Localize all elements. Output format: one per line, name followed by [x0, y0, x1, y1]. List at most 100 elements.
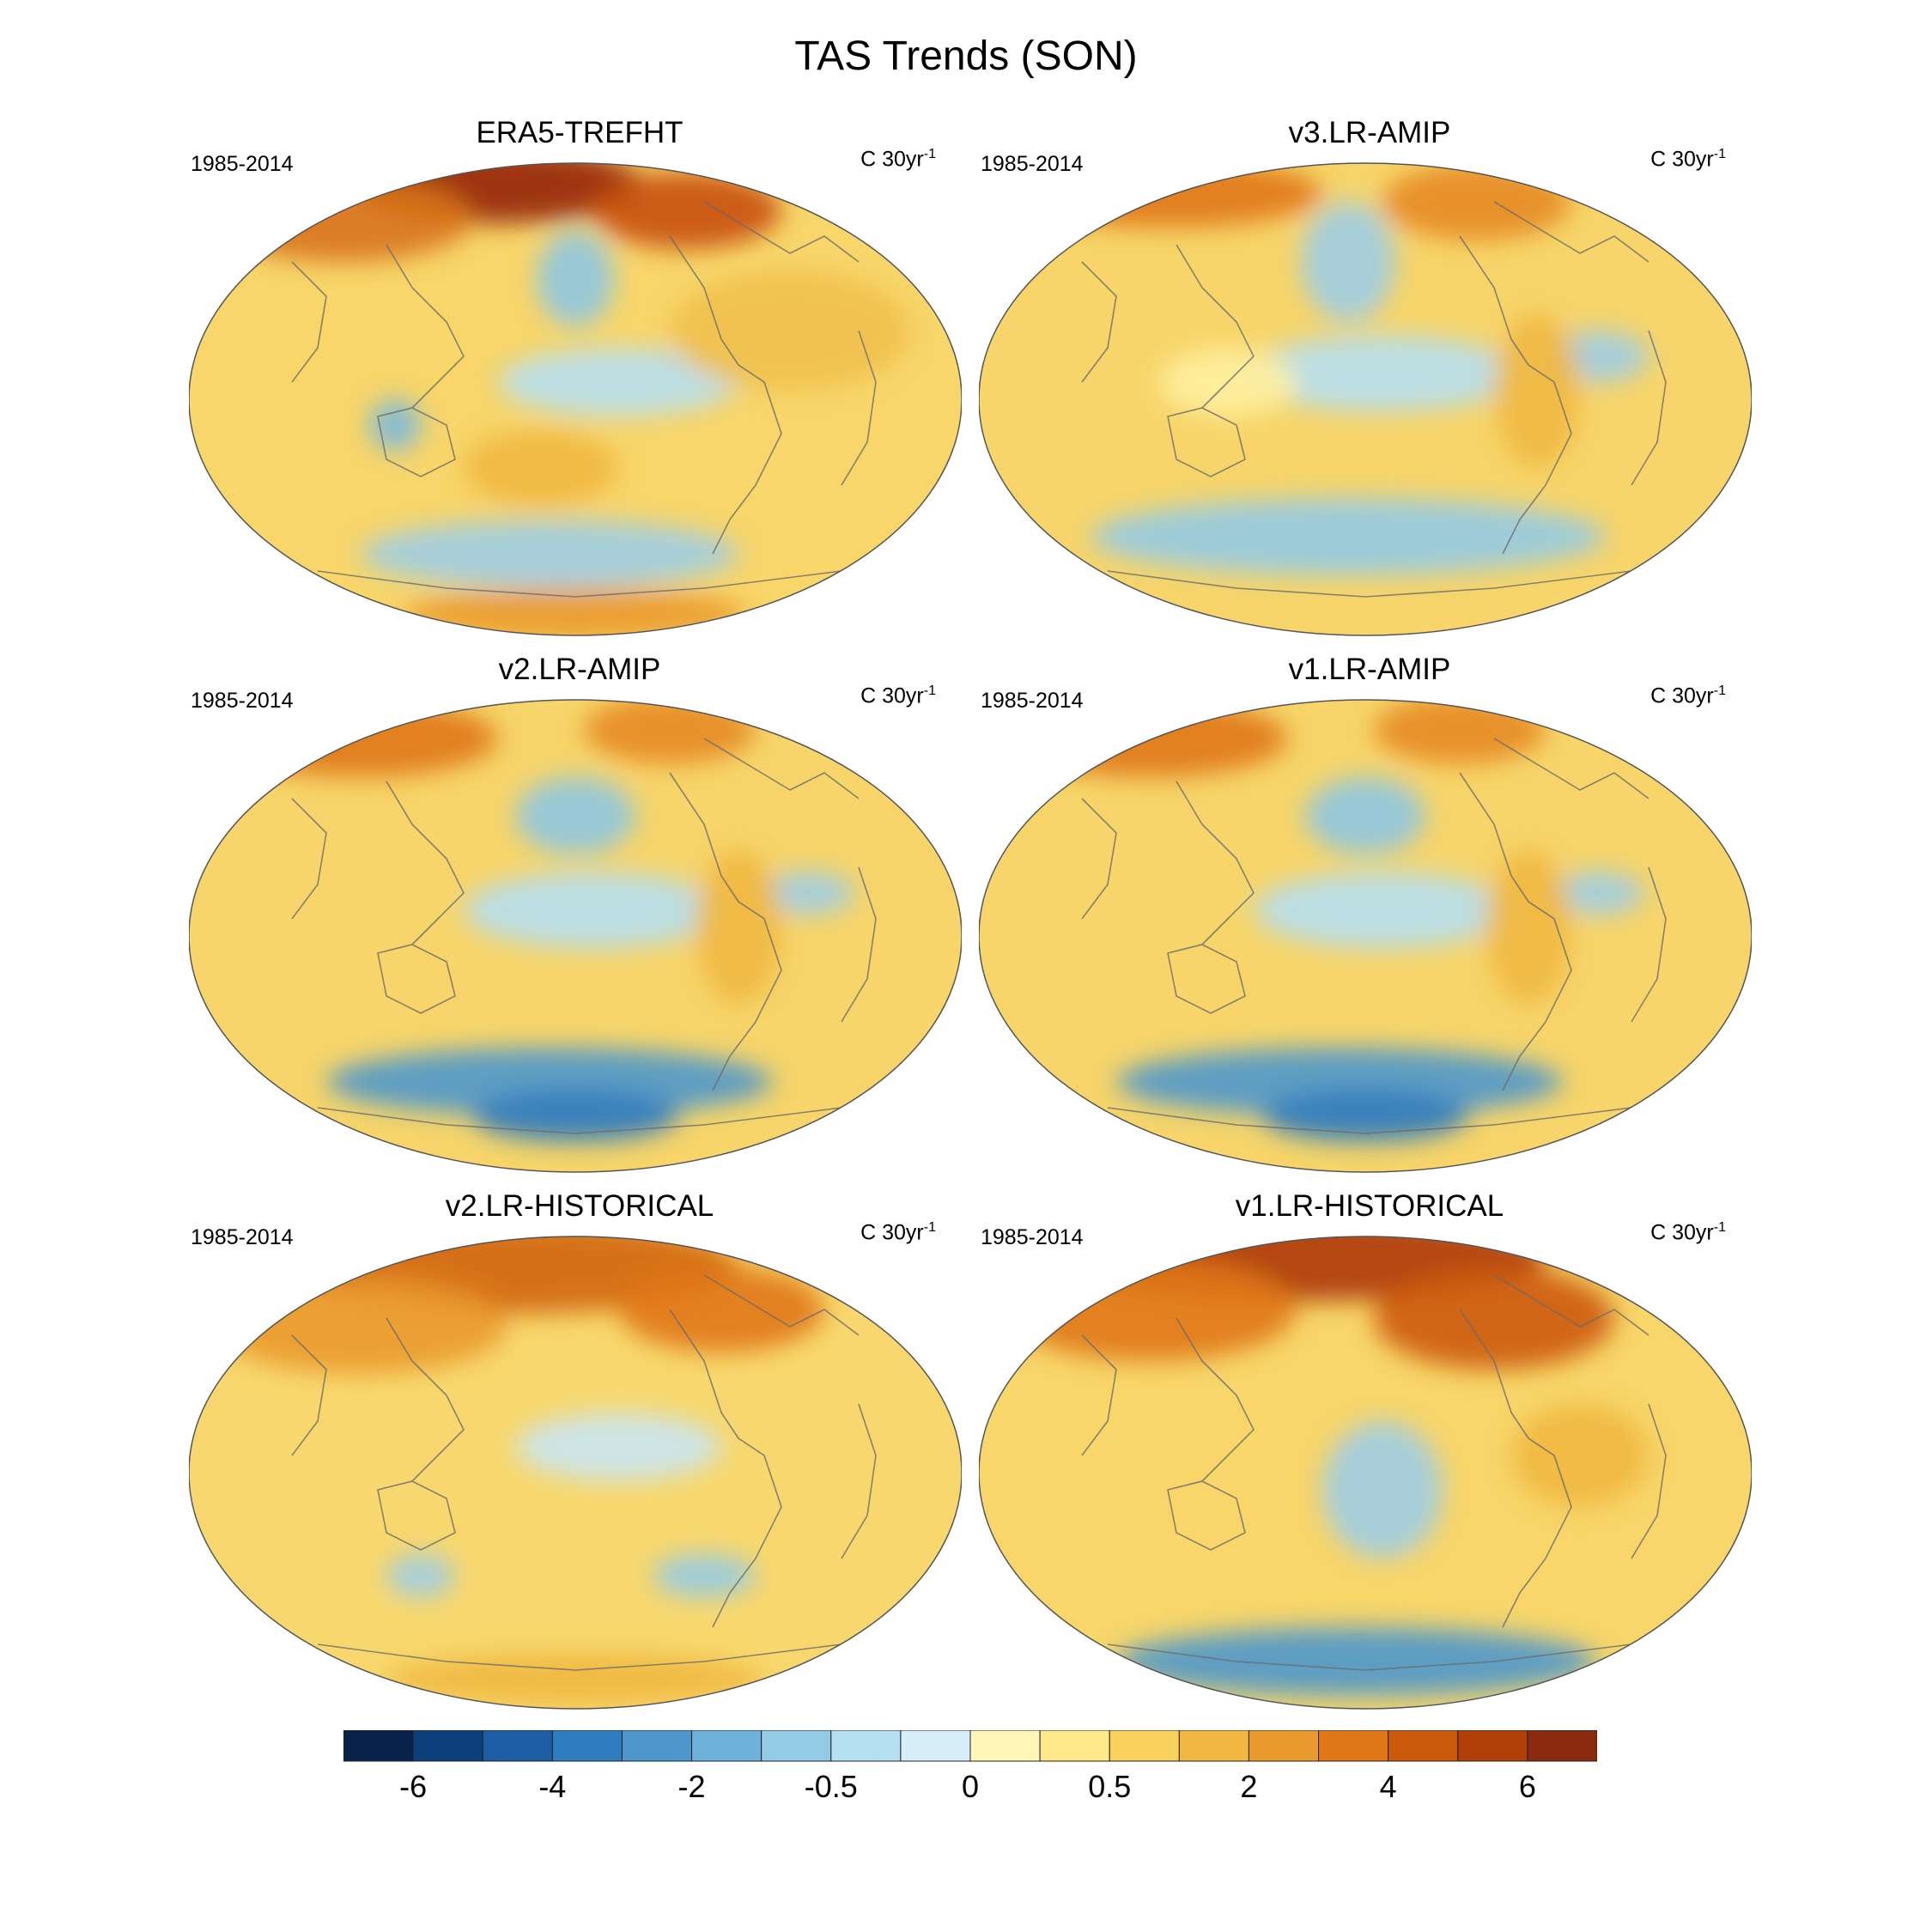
map-outline — [189, 699, 962, 1173]
coastline-path — [386, 781, 465, 945]
trend-map — [189, 162, 962, 636]
coastline-path — [1107, 1643, 1632, 1671]
tropical-pacific-cooling-region — [464, 872, 721, 949]
south-pacific-cooling-region — [386, 1554, 455, 1597]
colorbar-swatch — [830, 1730, 902, 1762]
coastline-path — [1176, 781, 1255, 945]
coastline-path — [291, 261, 327, 383]
colorbar-swatch — [1388, 1730, 1459, 1762]
map-panel: v2.LR-HISTORICAL 1985-2014 C 30yr-1 — [180, 1189, 979, 1710]
panel-title: v1.LR-HISTORICAL — [1235, 1189, 1504, 1223]
eurasia-warming-region — [1005, 1258, 1297, 1361]
coastline-path — [1493, 738, 1649, 799]
units-exponent: -1 — [1713, 683, 1726, 698]
coastline-path — [386, 1317, 465, 1482]
map-field — [979, 700, 1752, 1172]
map-panel: v3.LR-AMIP 1985-2014 C 30yr-1 — [970, 116, 1769, 636]
coastline-path — [1459, 235, 1572, 555]
units-exponent: -1 — [1713, 1220, 1726, 1235]
colorbar-tick-label: 0.5 — [1088, 1769, 1132, 1804]
coastline-path — [1167, 944, 1246, 1014]
southern-ocean-cooling-region — [326, 1048, 773, 1116]
antarctic-warming-region — [386, 1653, 764, 1704]
south-atlantic-cooling-region — [1550, 872, 1644, 914]
north-america-warming-region — [618, 1267, 824, 1352]
north-america-warming-region — [1382, 163, 1571, 240]
colorbar-swatch — [1318, 1730, 1389, 1762]
south-pacific-warming-region — [464, 429, 618, 507]
coastlines — [1081, 201, 1667, 598]
map-field — [979, 163, 1752, 635]
north-america-warming-region — [1374, 1267, 1614, 1370]
coastline-path — [317, 570, 842, 598]
trend-map — [979, 162, 1752, 636]
units-base: C 30yr — [1650, 1220, 1714, 1245]
units-exponent: -1 — [923, 683, 936, 698]
colorbar-swatch — [482, 1730, 553, 1762]
colorbar-swatch — [343, 1730, 414, 1762]
colorbar-tick-label: -6 — [399, 1769, 428, 1804]
colorbar-swatch — [621, 1730, 693, 1762]
colorbar-swatch — [691, 1730, 762, 1762]
north-pacific-cooling-region — [1301, 202, 1395, 322]
units-base: C 30yr — [860, 683, 924, 708]
coastline-path — [703, 1274, 860, 1336]
coastline-path — [1167, 1480, 1246, 1551]
coastline-path — [841, 330, 877, 486]
coastline-path — [1167, 407, 1246, 477]
tropical-pacific-cooling-region — [1322, 1421, 1443, 1558]
south-america-warming-region — [696, 850, 781, 1005]
panel-period: 1985-2014 — [191, 152, 294, 176]
coastline-path — [1176, 244, 1255, 409]
colorbar-swatch — [1457, 1730, 1528, 1762]
coastline-path — [1631, 1403, 1667, 1559]
south-america-warming-region — [1511, 1404, 1649, 1507]
coastline-path — [1459, 1309, 1572, 1628]
coastline-path — [1081, 798, 1117, 920]
coastline-path — [291, 798, 327, 920]
map-outline — [979, 1236, 1752, 1710]
units-base: C 30yr — [1650, 683, 1714, 708]
panel-title: v3.LR-AMIP — [1288, 116, 1451, 149]
coastline-path — [317, 1107, 842, 1134]
map-outline — [979, 162, 1752, 636]
map-outline — [189, 162, 962, 636]
panel-period: 1985-2014 — [981, 689, 1084, 713]
colorbar-swatch — [1248, 1730, 1320, 1762]
panel-units: C 30yr-1 — [1650, 683, 1726, 708]
coastline-path — [703, 738, 860, 799]
map-field — [189, 1236, 962, 1709]
colorbar-swatch — [1178, 1730, 1249, 1762]
trend-map — [979, 699, 1752, 1173]
southern-ocean-cooling-region — [361, 519, 738, 588]
south-atlantic-cooling-region — [760, 872, 854, 914]
colorbar-swatch — [1109, 1730, 1180, 1762]
panel-title: v2.LR-AMIP — [498, 653, 661, 686]
coastline-path — [1107, 1107, 1632, 1134]
coastline-path — [1493, 201, 1649, 263]
coastline-path — [841, 866, 877, 1023]
coastline-path — [1459, 772, 1572, 1091]
colorbar-swatches — [343, 1730, 1597, 1762]
panel-title: v2.LR-HISTORICAL — [445, 1189, 714, 1223]
south-america-warming-region — [1485, 850, 1571, 1005]
eurasia-warming-region — [215, 1279, 507, 1374]
coastline-path — [1631, 866, 1667, 1023]
coastline-path — [377, 407, 456, 477]
map-panel: v2.LR-AMIP 1985-2014 C 30yr-1 — [180, 653, 979, 1173]
eurasia-warming-region — [215, 176, 472, 262]
colorbar-swatch — [1527, 1730, 1597, 1762]
colorbar-swatch — [900, 1730, 971, 1762]
coastline-path — [841, 1403, 877, 1559]
panel-title: ERA5-TREFHT — [476, 116, 683, 149]
coastlines — [1081, 738, 1667, 1134]
north-pacific-cooling-region — [515, 777, 635, 854]
coastline-path — [1493, 1274, 1649, 1336]
units-base: C 30yr — [860, 1220, 924, 1245]
colorbar-tick-label: 0 — [961, 1769, 980, 1804]
tropical-pacific-cooling-region — [1245, 335, 1520, 412]
colorbar-tick-label: -4 — [538, 1769, 567, 1804]
map-field — [189, 163, 962, 635]
units-exponent: -1 — [923, 147, 936, 161]
north-pacific-cooling-region — [537, 232, 614, 326]
